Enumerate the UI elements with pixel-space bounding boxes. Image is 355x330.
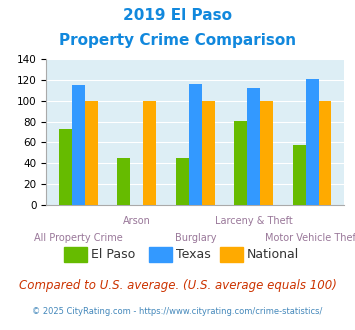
Bar <box>189 84 202 205</box>
Bar <box>85 101 98 205</box>
Bar <box>202 101 214 205</box>
Text: Burglary: Burglary <box>175 233 216 243</box>
Bar <box>59 129 72 205</box>
Bar <box>143 101 156 205</box>
Bar <box>176 158 189 205</box>
Bar <box>293 146 306 205</box>
Bar <box>319 101 332 205</box>
Bar <box>306 79 319 205</box>
Text: National: National <box>247 248 299 261</box>
Text: 2019 El Paso: 2019 El Paso <box>123 8 232 23</box>
Text: Motor Vehicle Theft: Motor Vehicle Theft <box>265 233 355 243</box>
Bar <box>118 158 130 205</box>
Text: All Property Crime: All Property Crime <box>34 233 123 243</box>
Text: Compared to U.S. average. (U.S. average equals 100): Compared to U.S. average. (U.S. average … <box>18 279 337 292</box>
Text: © 2025 CityRating.com - https://www.cityrating.com/crime-statistics/: © 2025 CityRating.com - https://www.city… <box>32 307 323 316</box>
Bar <box>72 85 85 205</box>
Bar <box>247 88 260 205</box>
Bar <box>260 101 273 205</box>
Text: Property Crime Comparison: Property Crime Comparison <box>59 33 296 48</box>
Bar <box>234 120 247 205</box>
Text: Larceny & Theft: Larceny & Theft <box>215 216 293 226</box>
Text: Texas: Texas <box>176 248 211 261</box>
Text: El Paso: El Paso <box>91 248 135 261</box>
Text: Arson: Arson <box>123 216 151 226</box>
